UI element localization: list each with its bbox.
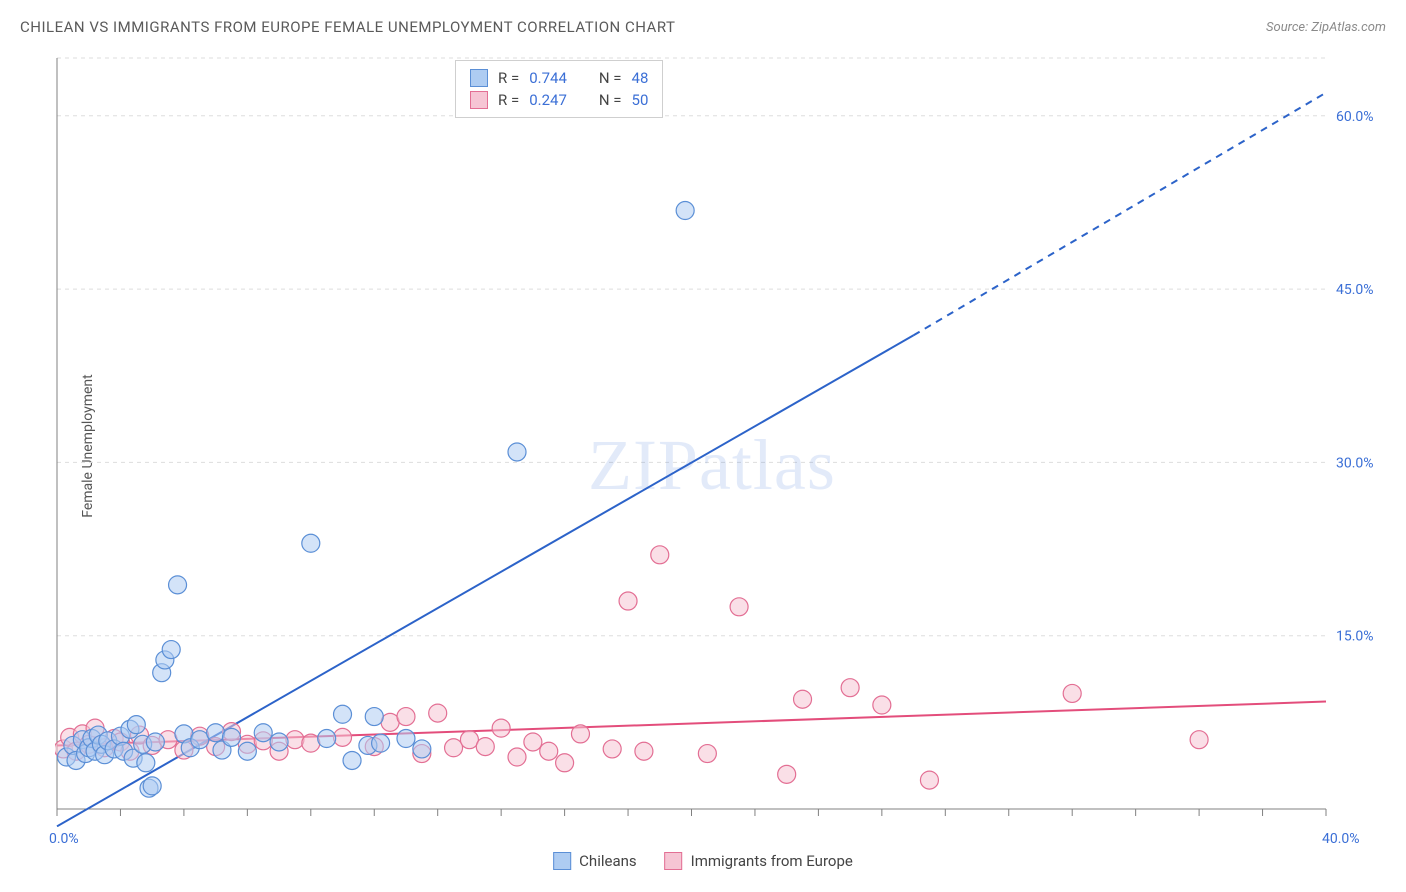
legend-label-series1: Chileans	[579, 852, 636, 870]
r-value-series2: 0.247	[529, 89, 567, 111]
swatch-series1	[470, 69, 488, 87]
r-label: R =	[498, 89, 519, 111]
svg-text:15.0%: 15.0%	[1336, 629, 1374, 645]
x-axis-end-label: 40.0%	[1322, 831, 1360, 847]
swatch-series1	[553, 852, 571, 870]
n-label: N =	[599, 67, 622, 89]
swatch-series2	[665, 852, 683, 870]
source-attribution: Source: ZipAtlas.com	[1266, 20, 1386, 35]
legend-item-series1: Chileans	[553, 852, 636, 870]
stats-legend: R = 0.744 N = 48 R = 0.247 N = 50	[455, 60, 663, 118]
chart-area: 15.0% 30.0% 45.0% 60.0%	[55, 48, 1386, 827]
swatch-series2	[470, 91, 488, 109]
svg-text:30.0%: 30.0%	[1336, 455, 1374, 471]
svg-text:60.0%: 60.0%	[1336, 109, 1374, 125]
x-axis-origin-label: 0.0%	[49, 831, 79, 847]
legend-label-series2: Immigrants from Europe	[691, 852, 853, 870]
n-value-series1: 48	[632, 67, 649, 89]
stats-row-series1: R = 0.744 N = 48	[470, 67, 648, 89]
stats-row-series2: R = 0.247 N = 50	[470, 89, 648, 111]
r-value-series1: 0.744	[529, 67, 567, 89]
svg-text:45.0%: 45.0%	[1336, 282, 1374, 298]
r-label: R =	[498, 67, 519, 89]
scatter-chart-svg: 15.0% 30.0% 45.0% 60.0%	[55, 48, 1386, 827]
n-label: N =	[599, 89, 622, 111]
legend-item-series2: Immigrants from Europe	[665, 852, 853, 870]
n-value-series2: 50	[632, 89, 649, 111]
series-legend: Chileans Immigrants from Europe	[553, 852, 853, 870]
chart-title: CHILEAN VS IMMIGRANTS FROM EUROPE FEMALE…	[20, 18, 675, 36]
